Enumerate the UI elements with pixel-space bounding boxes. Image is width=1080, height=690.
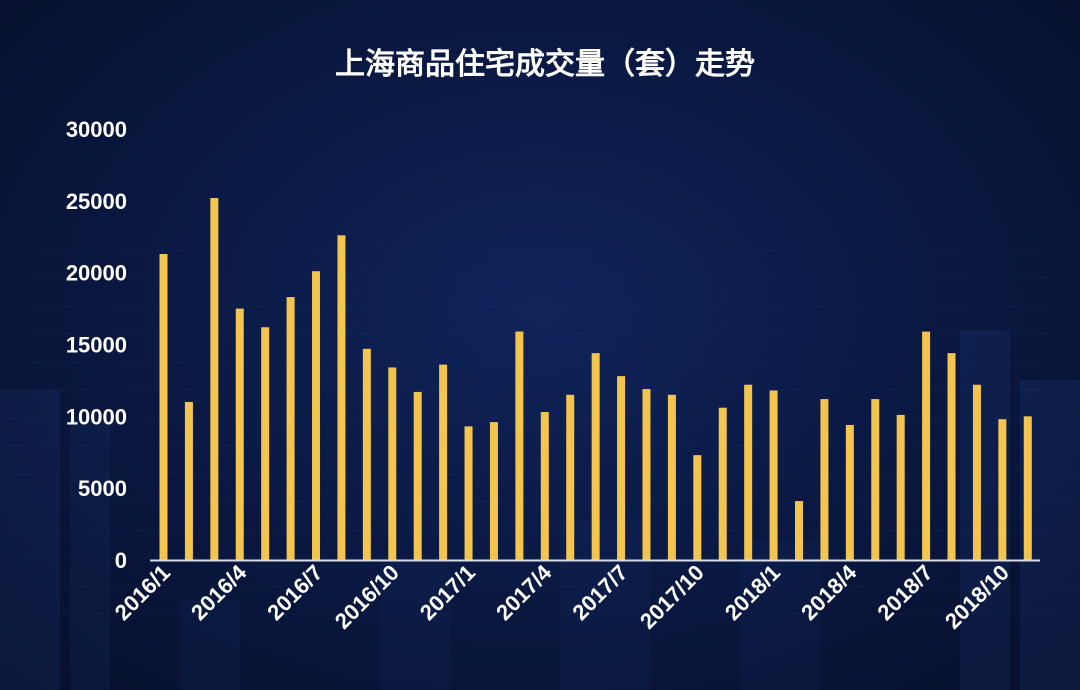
- x-tick-label: 2016/4: [186, 559, 252, 625]
- background-panel: [0, 390, 60, 690]
- bar: [439, 364, 448, 560]
- bar: [693, 455, 702, 560]
- x-tick-label: 2017/10: [635, 560, 709, 634]
- y-tick-label: 0: [115, 548, 127, 573]
- bar: [871, 399, 880, 560]
- bar: [540, 412, 549, 560]
- bar: [413, 391, 422, 560]
- bar: [464, 426, 473, 560]
- background-panel: [380, 560, 450, 690]
- bar: [312, 271, 321, 560]
- y-tick-label: 10000: [66, 404, 127, 429]
- x-tick-label: 2017/4: [491, 559, 557, 625]
- x-tick-label: 2018/4: [796, 559, 862, 625]
- x-tick-label: 2018/1: [720, 560, 785, 625]
- bar: [337, 235, 346, 560]
- chart-title: 上海商品住宅成交量（套）走势: [335, 47, 755, 82]
- y-tick-label: 30000: [66, 117, 127, 142]
- bar: [515, 331, 524, 560]
- x-tick-label: 2018/10: [940, 560, 1014, 634]
- bar: [1023, 416, 1032, 560]
- bar: [261, 327, 270, 560]
- bar: [617, 376, 626, 560]
- bar: [489, 422, 498, 560]
- x-tick-label: 2016/7: [262, 560, 327, 625]
- y-tick-label: 25000: [66, 189, 127, 214]
- bar: [795, 501, 803, 560]
- bar: [820, 399, 829, 560]
- y-axis-ticks: 0 5000 10000 15000 20000 25000 30000: [66, 117, 127, 573]
- bar: [896, 414, 905, 560]
- background-panel: [740, 540, 820, 690]
- bar: [744, 384, 753, 560]
- y-tick-label: 5000: [78, 476, 127, 501]
- bar: [591, 353, 600, 560]
- bar: [972, 384, 981, 560]
- bar: [388, 367, 397, 560]
- bar: [184, 401, 193, 560]
- bar: [845, 424, 854, 560]
- x-tick-label: 2018/7: [872, 560, 937, 625]
- y-tick-label: 20000: [66, 261, 127, 286]
- bar: [769, 390, 778, 560]
- bar: [667, 394, 676, 560]
- background-panel: [70, 420, 110, 690]
- bar: [210, 197, 219, 560]
- bar: [362, 348, 371, 560]
- bar: [642, 389, 651, 560]
- background-panel: [180, 600, 240, 690]
- bar: [235, 308, 244, 560]
- x-axis-ticks: 2016/1 2016/4 2016/7 2016/10 2017/1 2017/4 201…: [110, 559, 1014, 633]
- bar: [947, 353, 956, 560]
- bar: [566, 394, 575, 560]
- bars: [159, 197, 1032, 561]
- x-tick-label: 2016/10: [330, 560, 404, 634]
- y-tick-label: 15000: [66, 333, 127, 358]
- bar: [718, 407, 727, 560]
- bar: [159, 253, 168, 561]
- bar: [998, 419, 1007, 560]
- bar: [922, 331, 931, 560]
- x-tick-label: 2017/1: [415, 560, 480, 625]
- bar: [286, 297, 295, 560]
- background-panel: [560, 520, 650, 690]
- x-tick-label: 2017/7: [567, 560, 632, 625]
